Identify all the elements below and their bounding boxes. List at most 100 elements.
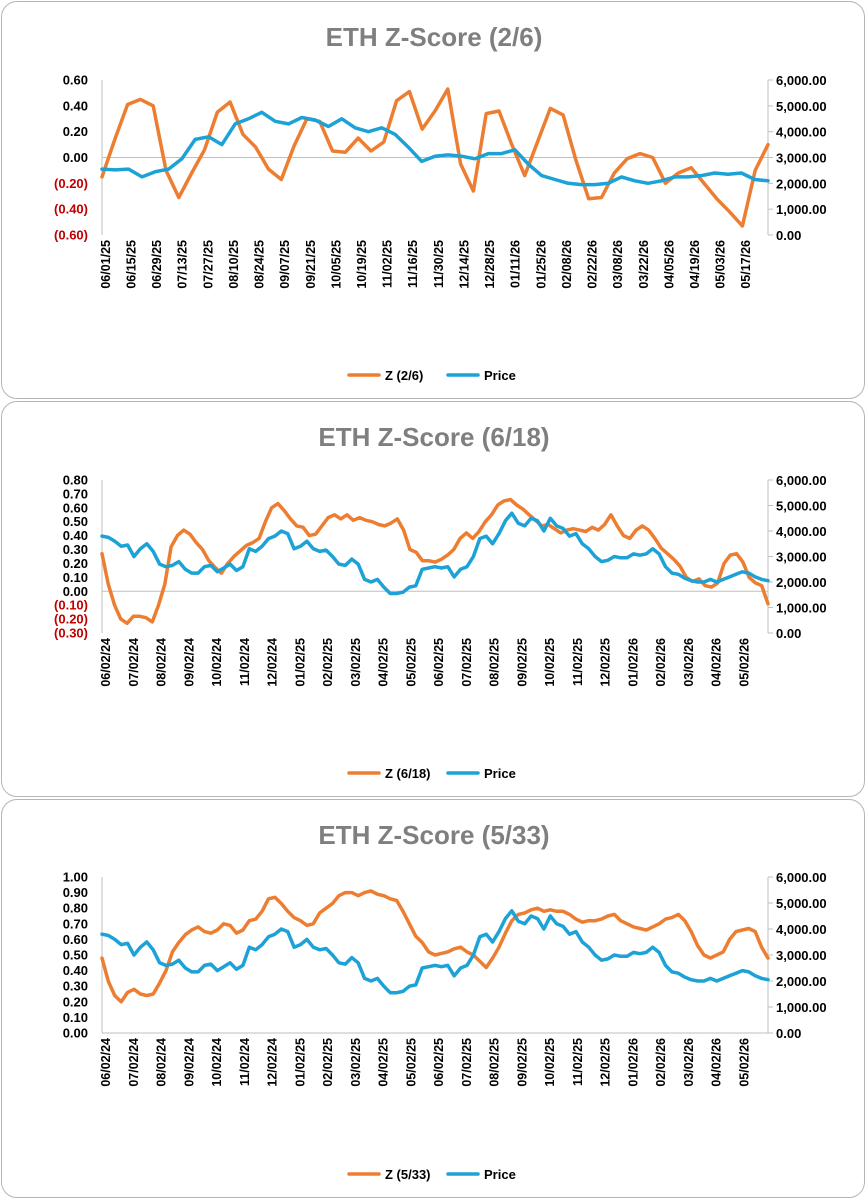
y-right-ticks: 0.00 1,000.00 2,000.00 3,000.00 4,000.00 5,00… [768,473,827,641]
y-left-tick-label: (0.40) [54,202,88,217]
y-left-tick-label: 0.00 [63,150,88,165]
x-tick-label: 12/14/25 [457,240,471,289]
x-tick-label: 11/30/25 [432,240,446,288]
chart-title: ETH Z-Score (2/6) [326,22,543,52]
chart-panel-z-5-33: ETH Z-Score (5/33) 0.00 0.10 0.20 0.30 0.40 0… [1,799,865,1198]
x-tick-label: 08/10/25 [227,240,241,289]
chart-panel-z-6-18: ETH Z-Score (6/18) (0.30) (0.20) (0.10) 0.0… [1,401,865,797]
x-tick-label: 07/02/25 [460,1038,474,1087]
x-tick-label: 06/29/25 [150,240,164,289]
y-right-tick-label: 6,000.00 [776,73,827,88]
y-right-tick-label: 5,000.00 [776,896,827,911]
x-tick-label: 05/02/26 [737,638,751,687]
x-tick-label: 02/22/26 [586,240,600,289]
x-tick-label: 03/02/25 [349,638,363,687]
chart-z-5-33: ETH Z-Score (5/33) 0.000.100.200.300.400… [63,820,827,1182]
y-left-tick-label: (0.60) [54,228,88,243]
y-left-tick-label: (0.10) [54,598,88,613]
chart-panel-z-2-6: ETH Z-Score (2/6) (0.60) (0.40) (0.20) 0.00… [1,1,865,399]
y-right-tick-label: 4,000.00 [776,524,827,539]
x-tick-label: 12/02/24 [266,1038,280,1087]
x-tick-label: 02/02/25 [321,1038,335,1087]
y-left-tick-label: 0.00 [63,584,88,599]
y-right-tick-label: 6,000.00 [776,473,827,488]
y-right-tick-label: 3,000.00 [776,948,827,963]
y-right-ticks: 0.00 1,000.00 2,000.00 3,000.00 4,000.00 5,00… [768,73,827,243]
y-left-tick-label: 0.50 [63,514,88,529]
y-left-tick-label: 0.80 [63,473,88,488]
x-tick-label: 08/02/24 [155,638,169,687]
y-left-ticks: (0.60) (0.40) (0.20) 0.00 0.20 0.40 0.60 [54,73,88,243]
x-tick-label: 06/15/25 [124,240,138,289]
x-tick-label: 05/03/26 [714,240,728,289]
y-right-tick-label: 1,000.00 [776,601,827,616]
x-tick-label: 05/02/25 [404,638,418,687]
x-ticks: 06/01/25 06/15/25 06/29/25 07/13/25 07/27/25… [99,240,753,289]
x-tick-label: 04/02/25 [377,638,391,687]
y-left-tick-label: 0.60 [63,500,88,515]
plot-area [100,80,770,235]
x-tick-label: 04/02/26 [710,1038,724,1087]
x-tick-label: 07/13/25 [176,240,190,289]
x-tick-label: 04/05/26 [662,240,676,289]
x-tick-label: 12/02/25 [599,1038,613,1087]
x-tick-label: 04/02/25 [377,1038,391,1087]
x-tick-label: 11/16/25 [406,240,420,288]
legend: Z (5/33) Price [347,1167,516,1182]
x-tick-label: 06/02/25 [432,1038,446,1087]
price-series-line [100,909,770,995]
price-series-line [100,511,770,596]
x-ticks: 06/02/24 07/02/24 08/02/24 09/02/24 10/02/24… [99,1038,751,1087]
legend-price-label: Price [484,368,516,383]
x-tick-label: 10/02/24 [210,638,224,687]
x-tick-label: 11/02/25 [381,240,395,288]
z-score-series-line [100,87,770,228]
y-right-tick-label: 1,000.00 [776,1000,827,1015]
y-left-tick-label: (0.30) [54,626,88,641]
x-tick-label: 07/27/25 [201,240,215,289]
x-tick-label: 10/05/25 [329,240,343,289]
legend: Z (2/6) Price [347,368,516,383]
x-tick-label: 12/02/25 [599,638,613,687]
x-tick-label: 10/02/25 [543,638,557,687]
y-left-tick-label: 0.10 [63,570,88,585]
x-tick-label: 03/02/26 [682,1038,696,1087]
y-left-tick-label: 0.30 [63,542,88,557]
legend: Z (6/18) Price [347,766,516,781]
x-ticks: 06/02/24 07/02/24 08/02/24 09/02/24 10/02/24… [99,638,751,687]
x-tick-label: 03/02/26 [682,638,696,687]
x-tick-label: 02/08/26 [560,240,574,289]
y-right-tick-label: 4,000.00 [776,125,827,140]
x-tick-label: 05/02/25 [404,1038,418,1087]
chart-title: ETH Z-Score (5/33) [318,820,549,850]
y-left-tick-label: 0.80 [63,901,88,916]
x-tick-label: 09/21/25 [304,240,318,289]
legend-price-label: Price [484,1167,516,1182]
z-score-series-line [100,497,770,626]
x-tick-label: 01/11/26 [509,240,523,288]
x-tick-label: 09/02/24 [182,1038,196,1087]
y-left-ticks: (0.30)(0.20)(0.10)0.000.100.200.300.400.… [54,473,88,641]
y-left-tick-label: 0.50 [63,948,88,963]
y-right-tick-label: 6,000.00 [776,870,827,885]
x-tick-label: 06/01/25 [99,240,113,289]
y-right-tick-label: 4,000.00 [776,922,827,937]
legend-price-label: Price [484,766,516,781]
x-tick-label: 09/02/25 [515,638,529,687]
x-tick-label: 05/02/26 [737,1038,751,1087]
x-tick-label: 01/02/25 [293,1038,307,1087]
x-tick-label: 12/28/25 [483,240,497,289]
y-left-tick-label: 0.30 [63,979,88,994]
x-tick-label: 08/24/25 [253,240,267,289]
x-tick-label: 11/02/24 [238,638,252,686]
price-series-line [100,110,770,187]
y-left-tick-label: 0.20 [63,124,88,139]
y-right-tick-label: 0.00 [776,626,801,641]
plot-area [100,480,770,633]
x-tick-label: 01/02/25 [293,638,307,687]
x-tick-label: 01/25/26 [534,240,548,289]
y-right-tick-label: 3,000.00 [776,151,827,166]
chart-z-2-6: ETH Z-Score (2/6) (0.60) (0.40) (0.20) 0.00… [54,22,827,383]
legend-z-label: Z (6/18) [385,766,431,781]
x-tick-label: 11/02/25 [571,1038,585,1086]
